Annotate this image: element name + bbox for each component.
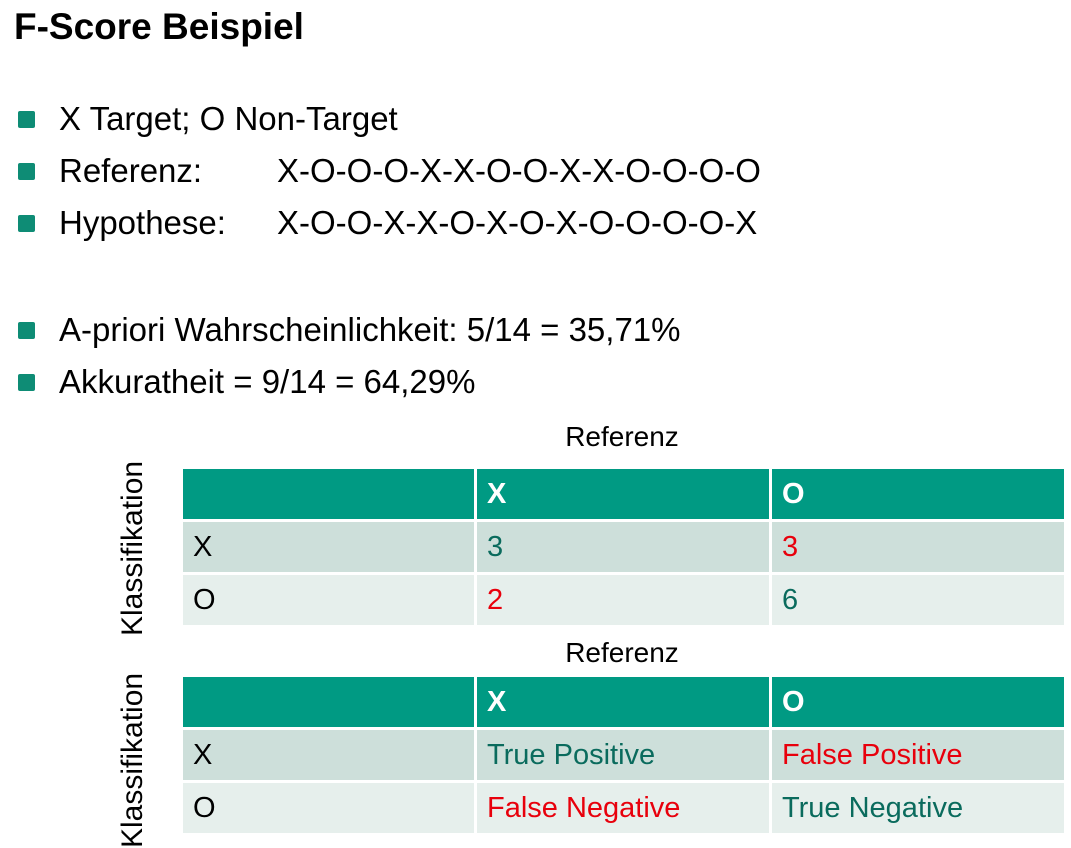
row-header-x: X <box>180 519 477 575</box>
bullet-square-icon <box>18 373 35 391</box>
row-header-o: O <box>180 572 477 628</box>
bullet-text: X Target; O Non-Target <box>59 100 398 137</box>
cell-true-negative: True Negative <box>769 780 1067 836</box>
bullet-square-icon <box>18 110 35 128</box>
bullet-hypothese: Hypothese: X-O-O-X-X-O-X-O-X-O-O-O-O-X <box>18 198 757 248</box>
table1-column-label: Referenz <box>565 421 679 452</box>
bullet-square-icon <box>18 321 35 339</box>
bullet-a-priori: A-priori Wahrscheinlichkeit: 5/14 = 35,7… <box>18 305 681 355</box>
cell-false-negative: False Negative <box>474 780 772 836</box>
header-cell-x: X <box>474 466 772 522</box>
table2-row-label: Klassifikation <box>116 672 149 848</box>
table1-row-label: Klassifikation <box>116 460 149 636</box>
table-row: O False Negative True Negative <box>180 780 1067 836</box>
bullet-sequence: X-O-O-O-X-X-O-O-X-X-O-O-O-O <box>277 152 761 189</box>
bullet-label: Referenz: <box>59 152 203 189</box>
cell-false-positive-count: 3 <box>769 519 1067 575</box>
row-header-x: X <box>180 727 477 783</box>
bullet-text: A-priori Wahrscheinlichkeit: 5/14 = 35,7… <box>59 311 681 348</box>
bullet-label: Hypothese: <box>59 204 226 241</box>
slide-title: F-Score Beispiel <box>14 6 304 47</box>
table2-column-label: Referenz <box>565 637 679 668</box>
cell-true-positive: True Positive <box>474 727 772 783</box>
bullet-text: Akkuratheit = 9/14 = 64,29% <box>59 363 476 400</box>
cell-true-positive-count: 3 <box>474 519 772 575</box>
bullet-referenz: Referenz: X-O-O-O-X-X-O-O-X-X-O-O-O-O <box>18 146 761 196</box>
header-cell-empty <box>180 466 477 522</box>
cell-false-positive: False Positive <box>769 727 1067 783</box>
header-cell-o: O <box>769 674 1067 730</box>
table-header-row: X O <box>180 466 1067 522</box>
header-cell-empty <box>180 674 477 730</box>
bullet-square-icon <box>18 214 35 232</box>
row-header-o: O <box>180 780 477 836</box>
confusion-matrix-terms: X O X True Positive False Positive O Fal… <box>180 674 1067 836</box>
cell-true-negative-count: 6 <box>769 572 1067 628</box>
header-cell-x: X <box>474 674 772 730</box>
table-row: O 2 6 <box>180 572 1067 628</box>
confusion-matrix-counts: X O X 3 3 O 2 6 <box>180 466 1067 628</box>
cell-false-negative-count: 2 <box>474 572 772 628</box>
bullet-target-legend: X Target; O Non-Target <box>18 94 398 144</box>
table-row: X 3 3 <box>180 519 1067 575</box>
table-header-row: X O <box>180 674 1067 730</box>
bullet-akkuratheit: Akkuratheit = 9/14 = 64,29% <box>18 357 475 407</box>
bullet-sequence: X-O-O-X-X-O-X-O-X-O-O-O-O-X <box>277 204 758 241</box>
header-cell-o: O <box>769 466 1067 522</box>
bullet-square-icon <box>18 162 35 180</box>
table-row: X True Positive False Positive <box>180 727 1067 783</box>
